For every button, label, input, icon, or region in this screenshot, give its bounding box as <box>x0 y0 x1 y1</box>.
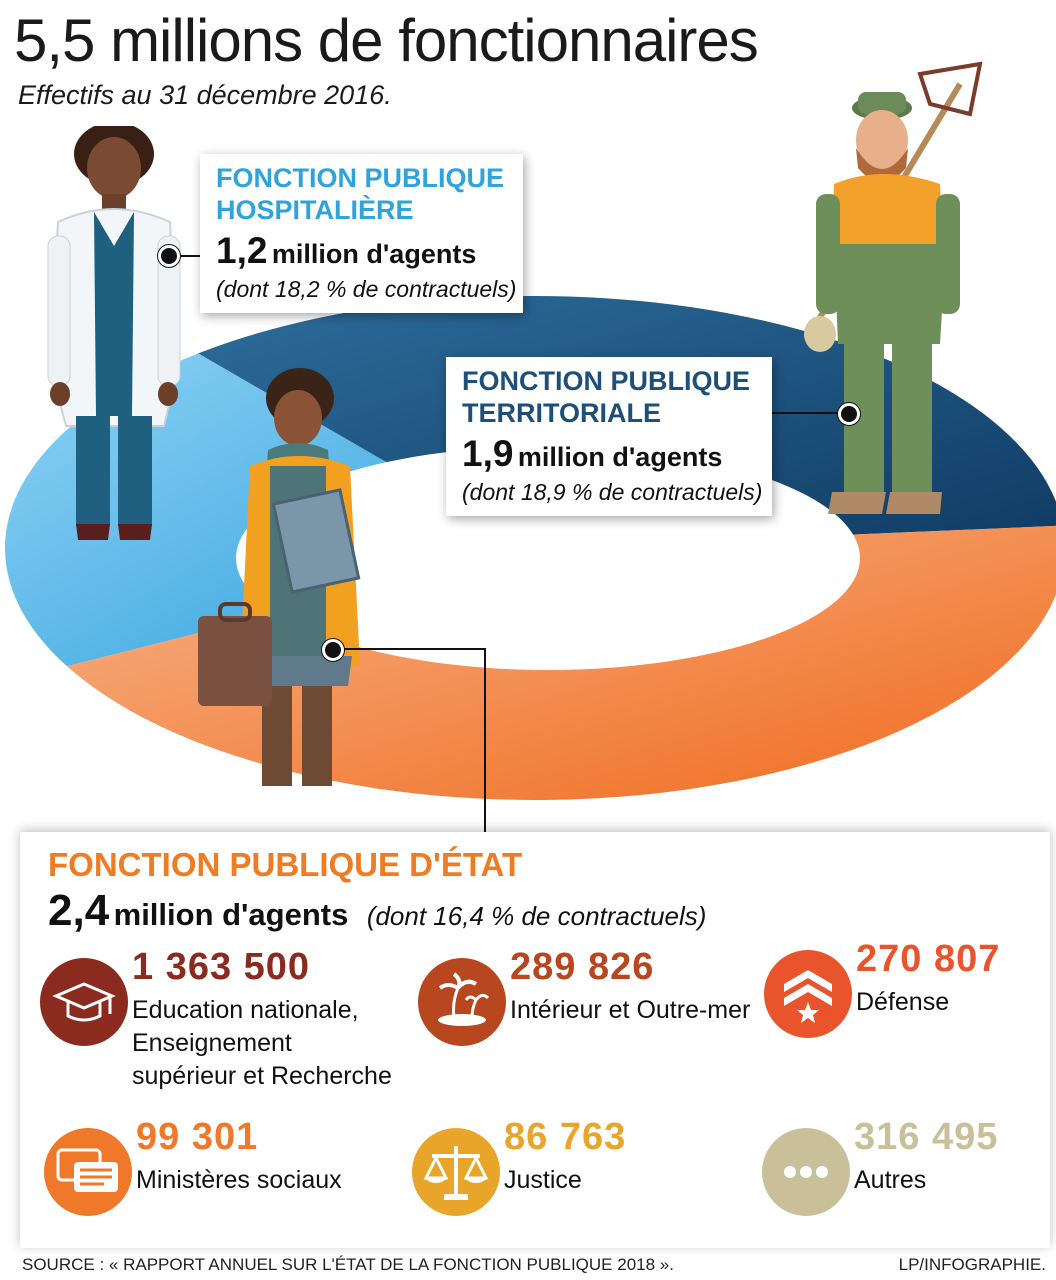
panel-etat-name: FONCTION PUBLIQUE D'ÉTAT <box>48 846 523 883</box>
doctor-figure <box>47 126 181 540</box>
ellipsis-icon <box>762 1128 850 1216</box>
etat-item-value: 270 807 <box>856 938 1001 980</box>
callout-hospitaliere-name: FONCTION PUBLIQUE HOSPITALIÈRE <box>216 163 504 225</box>
callout-territoriale-value: 1,9 <box>462 433 514 474</box>
etat-item-value: 99 301 <box>136 1116 259 1158</box>
panel-etat-total: 2,4 million d'agents (dont 16,4 % de con… <box>48 886 706 936</box>
leader-dot-territoriale <box>838 403 860 425</box>
leader-dot-hospitaliere <box>158 245 180 267</box>
etat-item-value: 316 495 <box>854 1116 999 1158</box>
etat-item-value: 86 763 <box>504 1116 627 1158</box>
leader-dot-etat <box>322 639 344 661</box>
etat-item-label: Défense <box>856 988 950 1016</box>
source-note: SOURCE : « RAPPORT ANNUEL SUR L'ÉTAT DE … <box>22 1255 674 1274</box>
callout-hospitaliere-unit: million d'agents <box>271 239 477 269</box>
etat-item-label: Ministères sociaux <box>136 1166 342 1194</box>
etat-item-label: Intérieur et Outre-mer <box>510 996 751 1024</box>
callout-hospitaliere-note: (dont 18,2 % de contractuels) <box>216 276 517 302</box>
callout-territoriale-unit: million d'agents <box>517 442 723 472</box>
callout-territoriale: FONCTION PUBLIQUE TERRITORIALE 1,9 milli… <box>446 357 772 516</box>
scales-of-justice-icon <box>412 1128 500 1216</box>
callout-territoriale-note: (dont 18,9 % de contractuels) <box>462 479 763 505</box>
etat-item-value: 1 363 500 <box>132 946 311 988</box>
etat-item-label: Autres <box>854 1166 927 1194</box>
etat-item-value: 289 826 <box>510 946 655 988</box>
page-subtitle: Effectifs au 31 décembre 2016. <box>18 80 392 110</box>
gardener-figure <box>804 61 983 514</box>
callout-hospitaliere-value: 1,2 <box>216 230 268 271</box>
etat-item-label: Education nationale, Enseignement supéri… <box>132 996 392 1090</box>
credit-note: LP/INFOGRAPHIE. <box>898 1255 1046 1274</box>
graduation-cap-icon <box>40 958 128 1046</box>
military-rank-icon <box>764 950 852 1038</box>
speech-bubbles-icon <box>44 1128 132 1216</box>
leader-line-etat-h <box>334 648 486 650</box>
panel-etat: FONCTION PUBLIQUE D'ÉTAT 2,4 million d'a… <box>20 832 1050 1248</box>
etat-item-label: Justice <box>504 1166 582 1194</box>
student-figure <box>198 368 361 786</box>
callout-territoriale-name: FONCTION PUBLIQUE TERRITORIALE <box>462 366 750 428</box>
panel-etat-unit: million d'agents <box>113 897 349 932</box>
palm-island-icon <box>418 958 506 1046</box>
leader-line-etat-v <box>484 648 486 834</box>
page-title: 5,5 millions de fonctionnaires <box>14 7 759 74</box>
leader-line-territoriale <box>768 412 846 414</box>
leader-line-hospitaliere <box>168 255 202 257</box>
panel-etat-value: 2,4 <box>48 886 110 935</box>
callout-hospitaliere: FONCTION PUBLIQUE HOSPITALIÈRE 1,2 milli… <box>200 154 523 313</box>
panel-etat-note: (dont 16,4 % de contractuels) <box>366 901 707 931</box>
